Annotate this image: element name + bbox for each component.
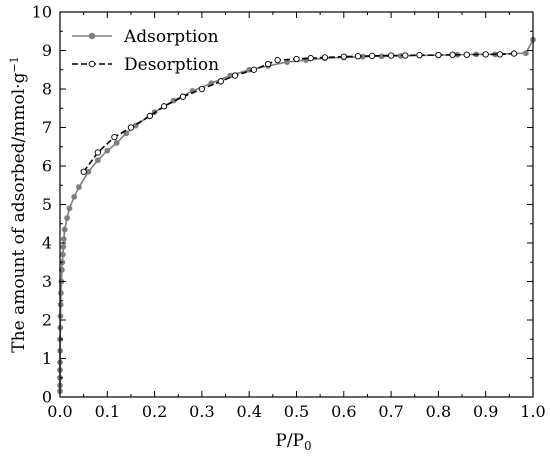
adsorption-point <box>61 226 68 233</box>
adsorption-point <box>57 301 64 308</box>
desorption-point <box>402 52 409 59</box>
y-tick-label: 8 <box>42 80 52 99</box>
desorption-point <box>354 53 362 60</box>
desorption-point <box>250 66 258 73</box>
legend-adsorption-label: Adsorption <box>123 27 219 47</box>
x-tick-label: 0.0 <box>47 402 72 421</box>
desorption-point <box>231 72 239 79</box>
desorption-point <box>449 51 456 58</box>
x-tick-label: 0.4 <box>236 402 261 421</box>
y-axis-title-superscript: −1 <box>8 56 21 72</box>
adsorption-point <box>66 205 73 212</box>
adsorption-line <box>59 39 534 392</box>
desorption-point <box>198 85 206 93</box>
y-tick-label: 7 <box>42 118 52 137</box>
legend-desorption-label: Desorption <box>124 55 219 75</box>
y-tick-label: 4 <box>42 234 52 253</box>
adsorption-point <box>58 290 64 296</box>
desorption-point <box>307 55 314 62</box>
y-axis-title-main: The amount of adsorbed/mmol·g <box>9 72 29 352</box>
desorption-point <box>274 56 281 64</box>
adsorption-point <box>60 243 67 250</box>
y-tick-label: 10 <box>32 3 52 22</box>
y-tick-label: 1 <box>42 349 52 368</box>
y-tick-label: 5 <box>42 195 52 214</box>
desorption-point <box>160 103 168 110</box>
desorption-point <box>496 51 504 58</box>
legend-adsorption-marker <box>88 32 96 40</box>
desorption-point <box>340 53 347 60</box>
desorption-point <box>94 149 101 156</box>
desorption-point <box>293 55 300 63</box>
series-layer <box>57 36 536 395</box>
desorption-point <box>463 51 470 58</box>
adsorption-point <box>71 193 78 200</box>
x-axis-title-main: P/P <box>275 431 304 451</box>
x-axis-title: P/P0 <box>275 431 311 453</box>
adsorption-point <box>523 50 529 57</box>
y-tick-label: 3 <box>42 272 52 291</box>
desorption-point <box>127 124 135 131</box>
desorption-point <box>111 133 118 141</box>
desorption-point <box>369 52 376 60</box>
desorption-point <box>264 60 272 68</box>
x-tick-label: 0.3 <box>189 402 214 421</box>
desorption-point <box>387 52 395 59</box>
desorption-point <box>482 51 489 58</box>
adsorption-point <box>94 157 101 164</box>
x-tick-label: 0.2 <box>142 402 167 421</box>
x-tick-label: 0.1 <box>95 402 120 421</box>
y-tick-label: 9 <box>42 41 52 60</box>
adsorption-point <box>59 251 66 258</box>
legend: Adsorption Desorption <box>72 27 219 75</box>
desorption-point <box>510 50 518 57</box>
desorption-point <box>321 54 329 61</box>
desorption-point <box>217 78 224 85</box>
desorption-point <box>416 51 423 59</box>
adsorption-point <box>64 215 70 221</box>
x-tick-label: 0.7 <box>378 402 403 421</box>
y-tick-label: 2 <box>42 311 52 330</box>
desorption-point <box>80 168 87 175</box>
adsorption-point <box>104 147 111 154</box>
desorption-point <box>435 51 442 59</box>
y-tick-label: 6 <box>42 157 52 176</box>
x-tick-label: 0.6 <box>331 402 356 421</box>
adsorption-point <box>76 184 82 191</box>
legend-desorption-marker <box>88 60 96 68</box>
y-axis-title: The amount of adsorbed/mmol·g−1 <box>8 56 29 352</box>
x-axis-title-subscript: 0 <box>304 439 312 453</box>
axes-layer: 0.0 0.1 0.2 0.3 0.4 0.5 0.6 0.7 0.8 0.9 1.0 0 1 2 3 4 5 6… <box>8 3 546 454</box>
x-tick-label: 0.5 <box>284 402 309 421</box>
desorption-line <box>83 52 515 173</box>
adsorption-point <box>113 139 120 146</box>
x-tick-label: 1.0 <box>520 402 545 421</box>
adsorption-point <box>60 236 67 243</box>
desorption-point <box>179 93 187 100</box>
x-tick-label: 0.9 <box>473 402 498 421</box>
x-tick-label: 0.8 <box>426 402 451 421</box>
desorption-point <box>146 112 154 120</box>
y-tick-label: 0 <box>42 388 52 407</box>
